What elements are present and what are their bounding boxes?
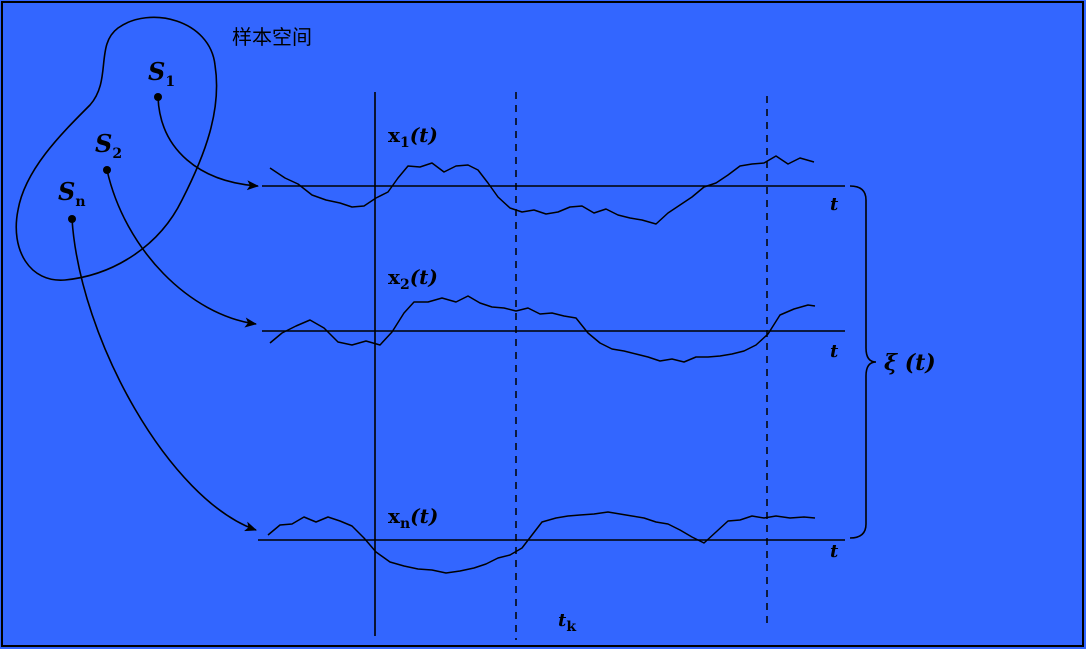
sample-space-label: 样本空间	[232, 25, 312, 49]
sample-point-1-label: S1	[148, 57, 175, 90]
time-axis-label-1: t	[830, 194, 839, 215]
process-label: ξ (t)	[884, 350, 936, 376]
time-instant-label: tk	[558, 610, 576, 635]
sample-function-n-waveform	[267, 511, 816, 574]
sample-space-outline	[15, 16, 218, 281]
sample-point-n-label: Sn	[58, 177, 86, 210]
mapping-arrow-1	[157, 96, 259, 191]
time-axis-label-n: t	[830, 541, 839, 562]
sample-function-1-waveform	[269, 155, 815, 225]
function-label-1: x1(t)	[388, 123, 438, 151]
sample-function-2-waveform	[269, 295, 816, 363]
mapping-arrow-2	[106, 169, 257, 328]
time-axis-label-2: t	[830, 341, 839, 362]
sample-point-2-label: S2	[95, 129, 122, 162]
function-label-n: xn(t)	[388, 504, 438, 532]
process-brace	[849, 185, 877, 539]
function-label-2: x2(t)	[388, 265, 438, 293]
mapping-arrow-n	[71, 218, 257, 532]
